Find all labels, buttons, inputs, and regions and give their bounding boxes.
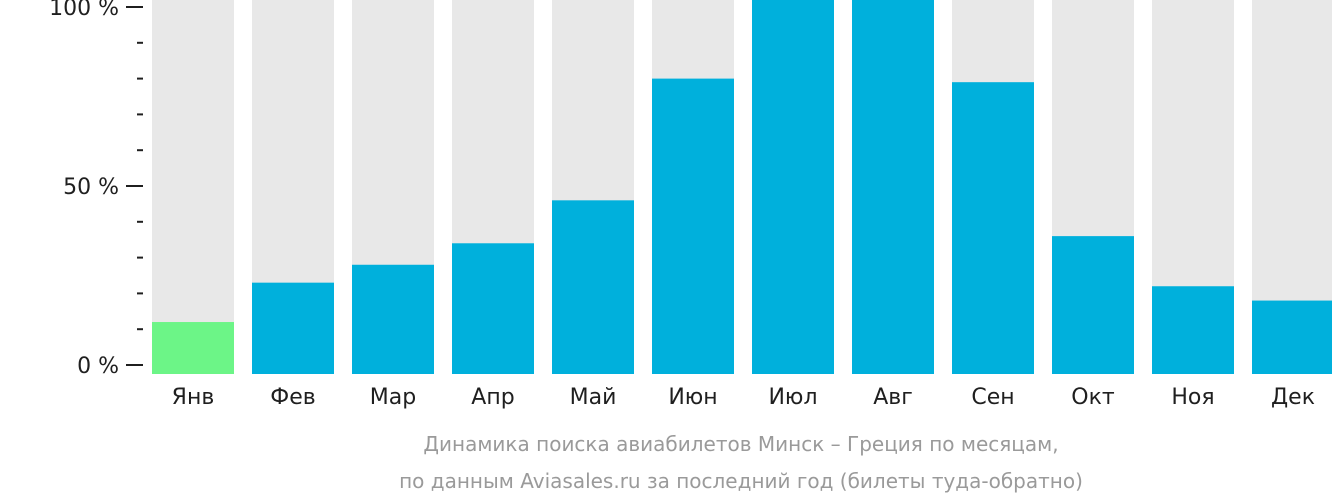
x-axis: Янв Фев Мар Апр Май Июн Июл Авг Сен Окт Ноя Дек [172,385,1315,410]
bar-track [152,0,234,374]
bar-2 [252,282,334,374]
bar-3 [352,264,434,374]
bar-6 [652,78,734,374]
bar-1 [152,322,234,374]
x-tick-label: Дек [1271,385,1315,410]
y-axis: 100 % 50 % 0 % [49,0,143,379]
bar-9 [952,82,1034,375]
x-tick-label: Май [570,385,617,410]
x-tick-label: Мар [370,385,416,410]
y-tick-label: 100 % [49,0,119,21]
x-tick-label: Июл [768,385,817,410]
x-tick-label: Авг [873,385,913,410]
bar-5 [552,200,634,374]
x-tick-label: Апр [471,385,514,410]
bar-7 [752,0,834,374]
y-tick-label: 0 % [77,354,119,379]
x-tick-label: Ноя [1171,385,1214,410]
bar-11 [1152,286,1234,374]
bar-12 [1252,300,1332,374]
bar-8 [852,0,934,374]
chart-title: Динамика поиска авиабилетов Минск – Грец… [423,432,1058,456]
y-tick-label: 50 % [63,175,119,200]
bars-group [152,0,1332,375]
x-tick-label: Янв [172,385,215,410]
bar-4 [452,243,534,374]
chart-subtitle: по данным Aviasales.ru за последний год … [399,469,1083,493]
bar-10 [1052,236,1134,374]
x-tick-label: Окт [1071,385,1115,410]
x-tick-label: Сен [971,385,1014,410]
x-tick-label: Июн [668,385,717,410]
x-tick-label: Фев [270,385,315,410]
